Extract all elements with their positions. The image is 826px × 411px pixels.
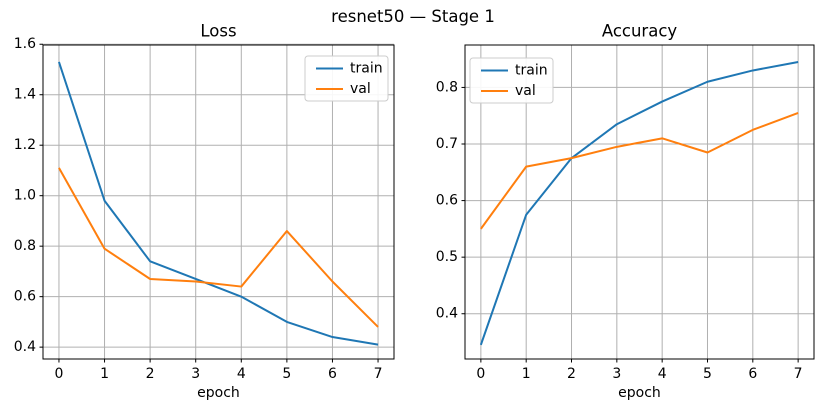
legend-accuracy: train val xyxy=(469,57,554,104)
x-tick-label: 7 xyxy=(374,366,383,382)
accuracy-val-line xyxy=(480,111,799,230)
y-tick-label: 0.8 xyxy=(14,238,36,254)
subplot-title-loss: Loss xyxy=(200,22,236,41)
x-axis-label-accuracy: epoch xyxy=(618,385,661,401)
y-tick-label: 1.2 xyxy=(14,137,36,153)
y-tick-label: 0.4 xyxy=(436,306,458,322)
x-tick-label: 1 xyxy=(522,366,531,382)
subplot-title-accuracy: Accuracy xyxy=(602,22,678,41)
axes-frame-loss xyxy=(42,44,395,360)
y-tick-label: 1.0 xyxy=(14,188,36,204)
y-tick-label: 0.4 xyxy=(14,339,36,355)
y-tick-label: 0.5 xyxy=(436,249,458,265)
subplot-loss: 0.4 0.6 0.8 1.0 1.2 1.4 1.6 0 1 2 3 4 5 6 7 Loss epoch tr… xyxy=(14,22,395,401)
x-tick-label: 4 xyxy=(658,366,667,382)
loss-train-line xyxy=(57,61,379,346)
legend-label-val: val xyxy=(350,81,371,97)
loss-val-line xyxy=(58,167,379,328)
y-tick-label: 0.8 xyxy=(436,79,458,95)
y-tick-label: 0.7 xyxy=(436,136,458,152)
legend-label-train: train xyxy=(350,61,383,77)
x-tick-label: 3 xyxy=(612,366,621,382)
y-tick-label: 1.4 xyxy=(14,87,36,103)
legend-label-val: val xyxy=(515,83,536,99)
x-tick-label: 5 xyxy=(703,366,712,382)
x-tick-label: 6 xyxy=(328,366,337,382)
ticks-accuracy: 0.4 0.5 0.6 0.7 0.8 0 1 2 3 4 5 6 7 xyxy=(436,79,803,382)
x-tick-label: 0 xyxy=(54,366,63,382)
x-tick-label: 2 xyxy=(146,366,155,382)
ticks-loss: 0.4 0.6 0.8 1.0 1.2 1.4 1.6 0 1 2 3 4 5 6 7 xyxy=(14,36,383,382)
x-tick-label: 6 xyxy=(748,366,757,382)
y-tick-label: 0.6 xyxy=(14,289,36,305)
x-axis-label-loss: epoch xyxy=(197,385,240,401)
x-tick-label: 3 xyxy=(191,366,200,382)
accuracy-train-line xyxy=(479,60,799,346)
subplot-accuracy: 0.4 0.5 0.6 0.7 0.8 0 1 2 3 4 5 6 7 Accuracy epoch trai… xyxy=(436,22,815,401)
figure-suptitle: resnet50 — Stage 1 xyxy=(331,7,495,26)
x-tick-label: 0 xyxy=(476,366,485,382)
x-tick-label: 7 xyxy=(794,366,803,382)
x-tick-label: 1 xyxy=(100,366,109,382)
y-tick-label: 1.6 xyxy=(14,36,36,52)
x-tick-label: 5 xyxy=(282,366,291,382)
y-tick-label: 0.6 xyxy=(436,193,458,209)
axes-frame-accuracy xyxy=(464,44,815,360)
legend-label-train: train xyxy=(515,63,548,79)
x-tick-label: 4 xyxy=(237,366,246,382)
x-tick-label: 2 xyxy=(567,366,576,382)
legend-loss: train val xyxy=(304,55,389,102)
